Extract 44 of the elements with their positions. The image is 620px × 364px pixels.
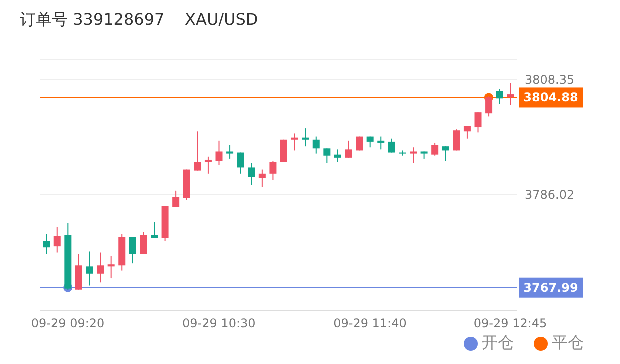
candlestick <box>97 252 104 284</box>
x-tick-label: 09-29 09:20 <box>31 316 105 331</box>
ref-line-label: 3804.88 <box>524 90 578 105</box>
candlestick <box>378 136 385 150</box>
legend-label: 开仓 <box>482 333 514 352</box>
candlestick <box>291 133 298 152</box>
candlestick <box>410 147 417 164</box>
x-tick-label: 09-29 11:40 <box>334 316 407 331</box>
candlestick <box>43 234 50 255</box>
ref-line-label: 3767.99 <box>524 280 578 295</box>
x-tick-label: 09-29 10:30 <box>182 316 256 331</box>
candlestick <box>442 146 450 162</box>
candlestick <box>302 128 310 148</box>
candlestick <box>464 126 471 140</box>
candlestick <box>194 131 202 172</box>
candlestick <box>54 227 61 254</box>
candlestick <box>108 256 115 280</box>
legend-label: 平仓 <box>552 333 584 352</box>
candlestick <box>226 144 234 160</box>
candlestick <box>474 112 482 134</box>
candlestick <box>388 138 396 154</box>
y-tick-label: 3786.02 <box>525 188 575 202</box>
candlestick <box>312 136 320 154</box>
candlestick <box>270 160 277 181</box>
candlestick <box>129 236 136 264</box>
candlestick <box>345 140 352 158</box>
candlestick <box>496 88 504 105</box>
candlestick <box>334 149 342 163</box>
candlestick <box>140 232 148 255</box>
candlestick <box>432 142 439 156</box>
candlestick <box>86 251 94 286</box>
candlestick <box>216 140 223 166</box>
candlestick <box>258 169 266 188</box>
candlestick <box>507 82 514 106</box>
chart-title: 订单号 339128697 XAU/USD <box>20 10 258 31</box>
candlestick <box>204 156 212 174</box>
candlestick <box>453 129 460 152</box>
candlestick <box>151 222 158 239</box>
candlestick <box>248 162 256 186</box>
y-tick-label: 3808.35 <box>525 73 575 88</box>
candlestick <box>172 190 180 208</box>
candlestick <box>237 152 244 174</box>
x-tick-label: 09-29 12:45 <box>474 316 548 331</box>
candlestick <box>324 148 331 164</box>
